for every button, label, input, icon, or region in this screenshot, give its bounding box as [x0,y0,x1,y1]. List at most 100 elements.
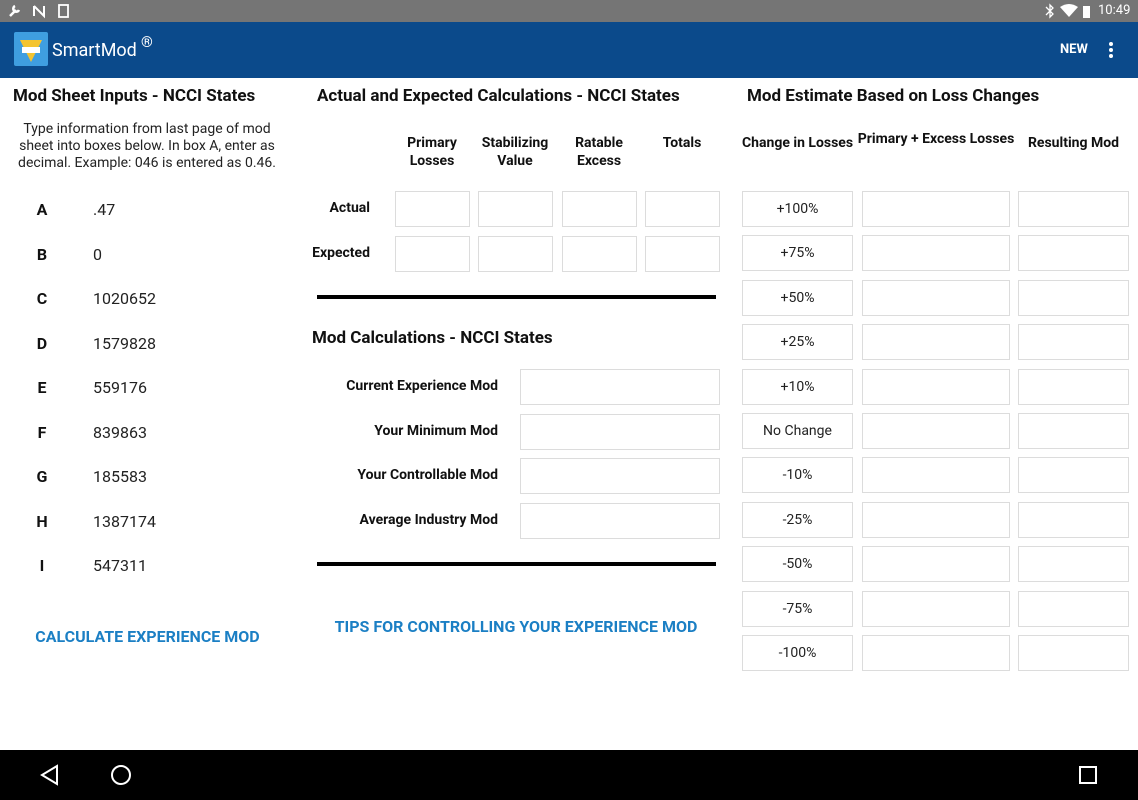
calculate-button[interactable]: CALCULATE EXPERIENCE MOD [35,627,260,646]
column-header: Primary + Excess Losses [857,131,1015,147]
field-label: C [36,289,48,308]
row-label: Your Controllable Mod [357,467,498,483]
column-header: Stabilizing Value [481,135,549,169]
losses-box [862,368,1010,405]
change-box: -75% [742,590,853,627]
change-box: No Change [742,413,853,449]
new-button[interactable]: NEW [1060,42,1088,57]
output-box [520,369,720,405]
change-box: +10% [742,368,853,405]
home[interactable] [111,765,131,785]
input-box[interactable] [645,235,720,272]
losses-box [862,590,1010,627]
instructions: Type information from last page of mod s… [18,121,276,171]
change-box: +75% [742,235,853,272]
status-icons-right [1045,3,1090,19]
losses-box [862,279,1010,316]
output-box [520,413,720,450]
losses-box [862,457,1010,494]
column-header: Ratable Excess [575,135,623,169]
mod-box [1018,279,1129,316]
input-box[interactable] [562,191,637,227]
mod-box [1018,368,1129,405]
nav-bar [0,750,1138,800]
losses-box [862,324,1010,361]
losses-box [862,501,1010,538]
app-bar: SmartMod ® NEW [0,22,1138,78]
mod-box [1018,413,1129,449]
field-value[interactable]: 185583 [93,467,147,486]
output-box [520,458,720,494]
column-header: Change in Losses [741,135,854,151]
column-header: Primary Losses [407,135,457,169]
section-title: Mod Estimate Based on Loss Changes [747,86,1040,106]
field-label: H [36,511,48,531]
mod-box [1018,501,1129,538]
change-box: +50% [742,279,853,316]
field-value[interactable]: 547311 [93,556,147,575]
input-box[interactable] [395,235,470,272]
change-box: -25% [742,501,853,538]
clock: 10:49 [1098,3,1131,18]
app-title: SmartMod [52,40,137,61]
field-value[interactable]: 559176 [93,378,147,397]
row-label: Average Industry Mod [359,511,498,528]
field-label: G [36,467,48,486]
field-value[interactable]: 0 [93,244,102,264]
input-box[interactable] [645,191,720,227]
row-label: Actual [329,200,370,216]
field-label: D [36,333,48,353]
divider [317,295,716,299]
change-box: -10% [742,457,853,494]
losses-box [862,546,1010,583]
field-value[interactable]: 839863 [93,422,147,442]
output-box [520,502,720,539]
field-value[interactable]: 1020652 [93,289,156,308]
field-value[interactable]: .47 [93,200,116,219]
back[interactable] [40,764,58,786]
row-label: Current Experience Mod [346,378,498,394]
losses-box [862,235,1010,272]
losses-box [862,635,1010,671]
losses-box [862,191,1010,227]
input-box[interactable] [478,235,553,272]
nav-icons [40,764,1097,786]
mod-box [1018,324,1129,361]
section-title: Actual and Expected Calculations - NCCI … [317,86,680,106]
mod-box [1018,457,1129,494]
losses-box [862,413,1010,449]
change-box: +100% [742,191,853,227]
column-header: Totals [662,135,702,151]
recents[interactable] [1079,766,1097,784]
input-box[interactable] [478,191,553,227]
field-value[interactable]: 1387174 [93,511,156,531]
change-box: +25% [742,324,853,361]
mod-box [1018,235,1129,272]
column-header: Resulting Mod [1027,135,1120,151]
row-label: Your Minimum Mod [374,422,498,439]
section-title: Mod Sheet Inputs - NCCI States [13,86,256,106]
change-box: -50% [742,546,853,583]
field-label: A [36,200,48,219]
change-box: -100% [742,635,853,671]
status-icons [9,4,69,19]
field-label: E [37,378,47,397]
input-box[interactable] [562,235,637,272]
divider [317,562,716,566]
section-title: Mod Calculations - NCCI States [312,328,553,348]
input-box[interactable] [395,191,470,227]
row-label: Expected [312,244,370,261]
tips-link[interactable]: TIPS FOR CONTROLLING YOUR EXPERIENCE MOD [334,617,698,636]
field-label: F [37,422,47,442]
mod-box [1018,546,1129,583]
field-label: I [39,556,45,575]
status-bar: 10:49 [0,0,1138,22]
mod-box [1018,635,1129,671]
overflow-menu[interactable] [1106,40,1116,60]
app-logo [14,32,48,66]
mod-box [1018,191,1129,227]
field-value[interactable]: 1579828 [93,333,156,353]
mod-box [1018,590,1129,627]
field-label: B [36,244,48,264]
